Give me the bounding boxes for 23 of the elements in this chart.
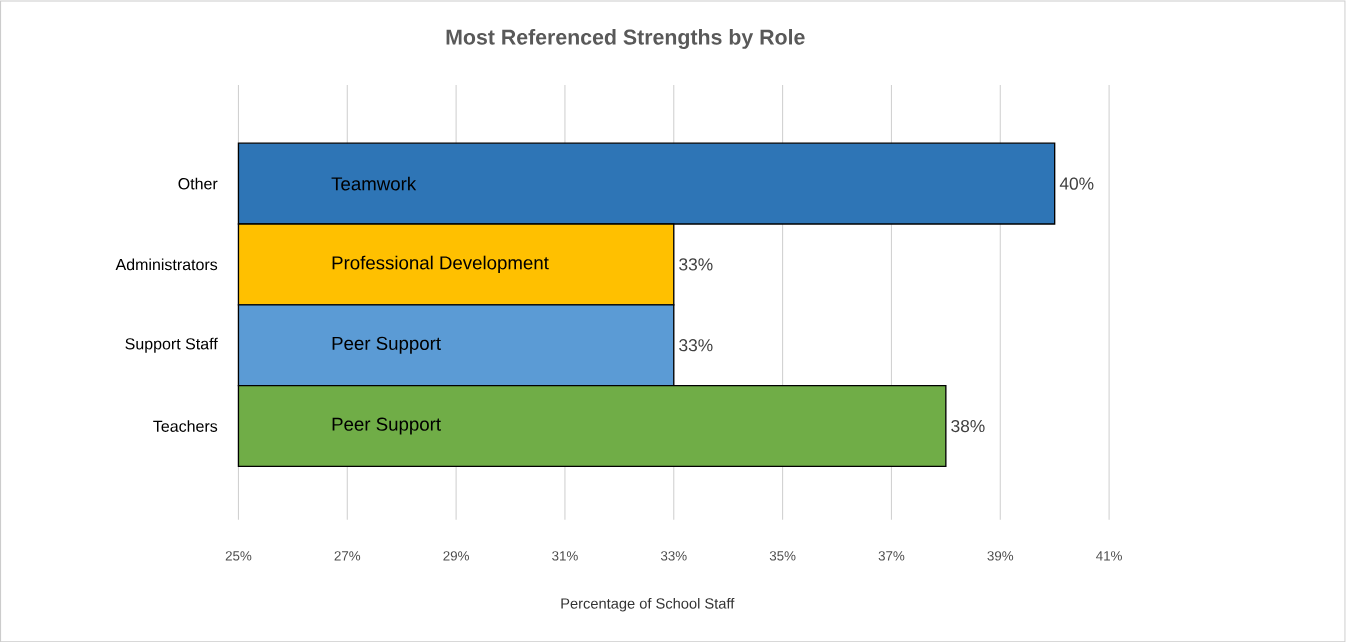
- annotation: Peer Support: [332, 417, 441, 435]
- x-tick-label: 33%: [660, 551, 687, 561]
- data-label: 38%: [951, 419, 985, 433]
- x-axis-title: Percentage of School Staff: [561, 597, 735, 612]
- annotation: Professional Development: [332, 255, 549, 273]
- x-tick-label: 41%: [1096, 551, 1122, 561]
- y-tick-label: Administrators: [115, 258, 218, 271]
- x-tick-label: 37%: [878, 551, 905, 561]
- x-tick-label: 39%: [987, 551, 1014, 561]
- y-tick-label: Teachers: [153, 420, 218, 432]
- x-tick-label: 31%: [552, 551, 578, 561]
- annotation: Peer Support: [332, 336, 441, 354]
- chart-title: Most Referenced Strengths by Role: [446, 28, 805, 49]
- data-label: 33%: [679, 338, 713, 352]
- data-label: 40%: [1059, 177, 1094, 190]
- y-tick-label: Other: [178, 177, 218, 190]
- y-tick-label: Support Staff: [125, 337, 218, 353]
- x-tick-label: 29%: [443, 551, 469, 561]
- x-tick-label: 35%: [769, 551, 796, 561]
- data-label: 33%: [679, 258, 713, 271]
- x-tick-label: 27%: [334, 551, 361, 561]
- x-tick-label: 25%: [225, 551, 252, 561]
- annotation: Teamwork: [331, 176, 417, 191]
